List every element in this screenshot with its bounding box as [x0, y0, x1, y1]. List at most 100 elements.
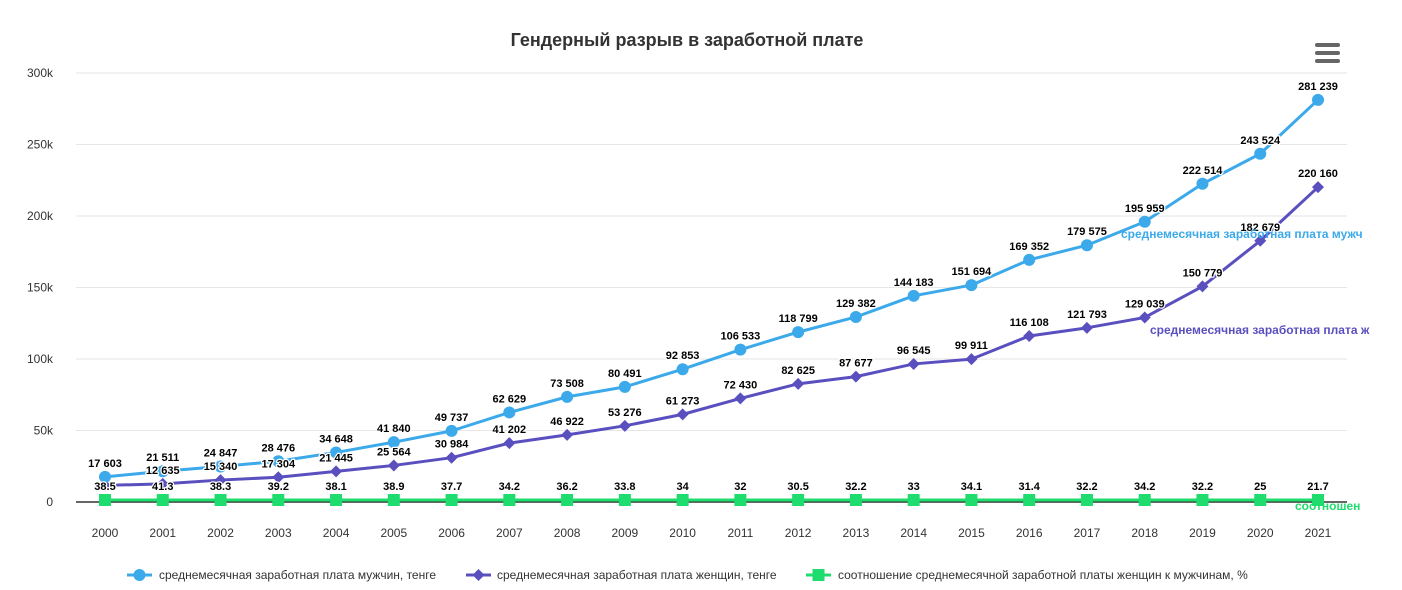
x-tick-label: 2001	[149, 526, 176, 540]
data-label: 118 799	[779, 313, 818, 325]
chart-menu-button[interactable]	[1310, 36, 1344, 70]
data-label: 17 603	[88, 458, 122, 470]
legend-item-ratio[interactable]: соотношение среднемесячной заработной пл…	[806, 568, 1248, 582]
legend-item-women[interactable]: среднемесячная заработная плата женщин, …	[466, 568, 777, 582]
data-label: 21.7	[1307, 481, 1328, 493]
series-layer	[99, 93, 1324, 506]
data-point-circle	[1080, 239, 1093, 252]
data-point-diamond	[156, 477, 169, 490]
series-ratio	[99, 494, 1324, 506]
data-label: 32.2	[1192, 481, 1213, 493]
y-tick-label: 300k	[27, 66, 54, 80]
data-label: 116 108	[1010, 317, 1049, 329]
chart-title: Гендерный разрыв в заработной плате	[511, 30, 864, 50]
legend-item-men[interactable]: среднемесячная заработная плата мужчин, …	[127, 568, 436, 582]
data-label: 17 304	[261, 458, 296, 470]
data-point-square	[792, 494, 805, 506]
y-tick-label: 0	[46, 495, 53, 509]
data-point-diamond	[214, 474, 227, 487]
data-point-diamond	[907, 357, 920, 370]
data-point-circle	[734, 343, 747, 356]
data-point-square	[1196, 494, 1209, 506]
data-label: 28 476	[261, 442, 295, 454]
hamburger-menu-icon[interactable]	[1315, 43, 1340, 63]
data-label: 41.3	[152, 481, 173, 493]
data-point-circle	[1138, 215, 1151, 228]
x-tick-label: 2006	[438, 526, 465, 540]
data-label: 25 564	[377, 446, 412, 458]
data-point-diamond	[1138, 311, 1151, 324]
data-point-circle	[1312, 93, 1324, 106]
data-label: 30.5	[787, 481, 808, 493]
data-label: 39.2	[268, 481, 289, 493]
data-label: 61 273	[666, 395, 700, 407]
data-label: 62 629	[493, 393, 527, 405]
data-label: 82 625	[781, 365, 815, 377]
series-line-women-salary	[104, 186, 1320, 487]
data-point-square	[214, 494, 227, 506]
data-point-square	[734, 494, 747, 506]
data-point-square	[1254, 494, 1267, 506]
legend-square-marker-icon	[812, 569, 825, 581]
x-tick-label: 2005	[380, 526, 407, 540]
data-point-circle	[156, 465, 169, 478]
data-label: 49 737	[435, 412, 469, 424]
data-point-square	[1023, 494, 1036, 506]
legend-circle-marker-icon	[133, 569, 146, 581]
y-tick-label: 250k	[27, 138, 54, 152]
x-tick-label: 2019	[1189, 526, 1216, 540]
data-label: 36.2	[556, 481, 577, 493]
data-label: 182 679	[1240, 222, 1280, 234]
data-label: 32	[734, 481, 746, 493]
data-point-diamond	[1312, 181, 1324, 194]
data-point-square	[618, 494, 631, 506]
grid-lines	[76, 72, 1347, 431]
data-label: 38.5	[94, 481, 115, 493]
data-label: 150 779	[1183, 267, 1223, 279]
x-tick-label: 2002	[207, 526, 234, 540]
data-label: 129 039	[1125, 298, 1165, 310]
series-end-label-men-salary: среднемесячная заработная плата мужч	[1121, 227, 1363, 241]
data-label: 30 984	[435, 439, 470, 451]
legend-label-ratio: соотношение среднемесячной заработной пл…	[838, 568, 1248, 582]
x-tick-label: 2015	[958, 526, 985, 540]
series-end-label-women-salary: среднемесячная заработная плата ж	[1150, 323, 1370, 337]
legend: среднемесячная заработная плата мужчин, …	[127, 568, 1248, 582]
data-label: 80 491	[608, 368, 642, 380]
data-label: 73 508	[550, 378, 584, 390]
x-axis: 2000 2001 2002 2003 2004 2005 2006 2007 2008 2009…	[92, 526, 1332, 540]
data-point-square	[330, 494, 343, 506]
data-point-square	[849, 494, 862, 506]
data-point-diamond	[618, 419, 631, 432]
data-point-square	[1080, 494, 1093, 506]
legend-diamond-marker-icon	[472, 569, 485, 581]
x-tick-label: 2009	[612, 526, 639, 540]
x-tick-label: 2008	[554, 526, 581, 540]
data-point-square	[503, 494, 516, 506]
series-women-salary	[99, 181, 1324, 492]
data-label: 12 635	[146, 465, 180, 477]
y-axis: 0 50k 100k 150k 200k 250k 300k	[27, 66, 54, 509]
data-point-diamond	[330, 465, 343, 478]
data-label: 41 840	[377, 423, 411, 435]
data-label: 92 853	[666, 350, 700, 362]
data-label: 121 793	[1067, 309, 1107, 321]
data-point-square	[907, 494, 920, 506]
data-point-circle	[503, 406, 516, 419]
data-point-diamond	[1196, 280, 1209, 293]
x-tick-label: 2004	[323, 526, 350, 540]
x-tick-label: 2018	[1131, 526, 1158, 540]
data-label: 46 922	[550, 416, 584, 428]
data-label: 72 430	[724, 379, 758, 391]
data-point-diamond	[503, 437, 516, 450]
data-label: 99 911	[955, 340, 988, 352]
data-point-circle	[387, 436, 400, 449]
x-tick-label: 2014	[900, 526, 927, 540]
x-tick-label: 2017	[1074, 526, 1101, 540]
data-point-circle	[561, 390, 574, 403]
data-point-diamond	[1254, 234, 1267, 247]
data-point-square	[156, 494, 169, 506]
data-label: 24 847	[204, 447, 238, 459]
series-end-labels: среднемесячная заработная плата мужч сред…	[1121, 227, 1370, 513]
